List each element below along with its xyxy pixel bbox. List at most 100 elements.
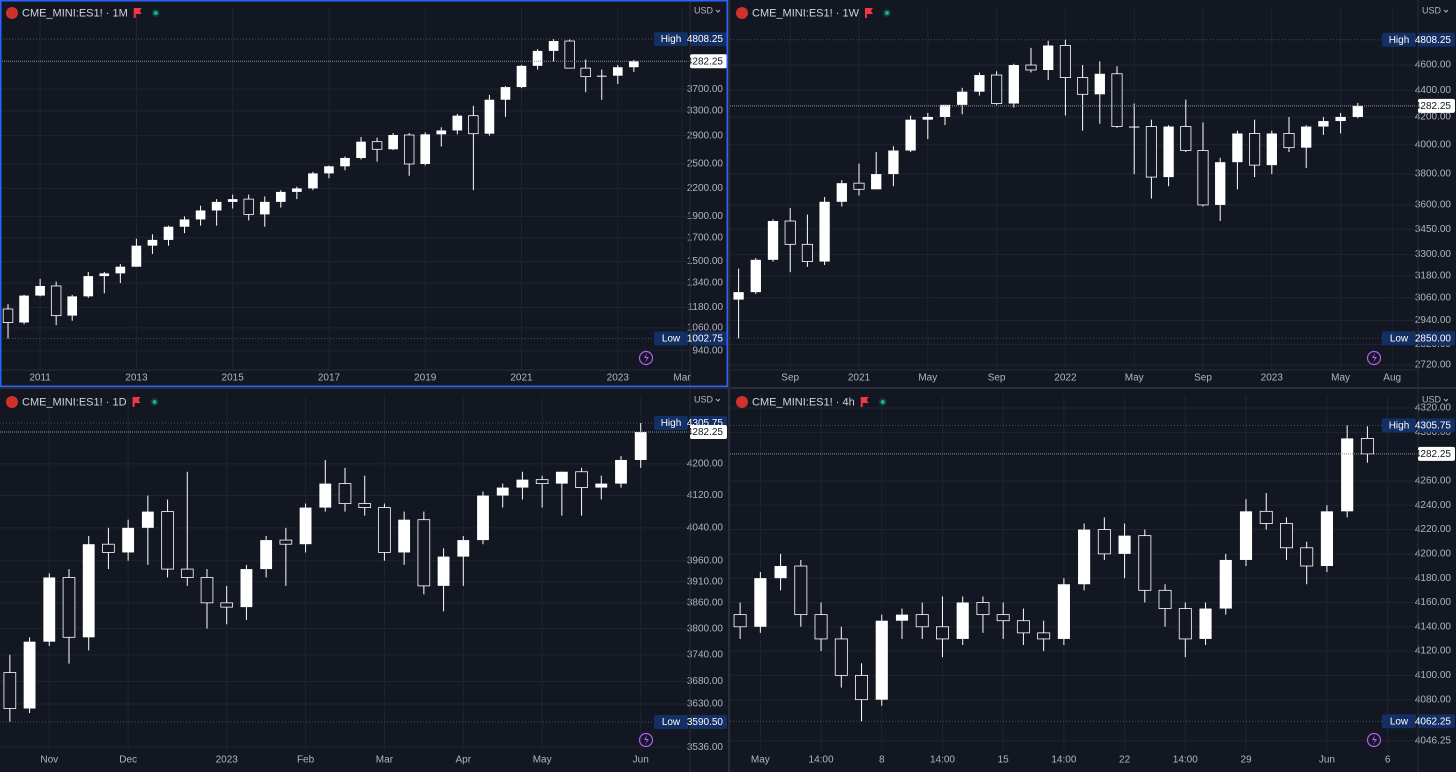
y-tick-label: 4300.00 [1415, 427, 1452, 438]
y-tick-label: 4120.00 [1415, 646, 1452, 657]
candle-body [1266, 133, 1277, 166]
high-value-box [1418, 32, 1455, 47]
candle-body [468, 115, 479, 135]
chart-title: CME_MINI:ES1! · 1M [22, 7, 128, 19]
candle-body [1301, 126, 1312, 148]
candle-body [122, 527, 135, 553]
currency-caret [1443, 9, 1449, 13]
y-tick-label: 3800.00 [687, 623, 724, 634]
y-tick-label: 3800.00 [1415, 169, 1452, 180]
candle-body [161, 511, 174, 570]
last-value: 4282.25 [687, 56, 724, 67]
candle-body [319, 483, 332, 508]
candle-body [905, 119, 916, 151]
y-tick-label: 3180.00 [1415, 270, 1452, 281]
x-tick-label: Jun [633, 755, 649, 766]
last-value-box [690, 424, 727, 439]
candle-body [834, 638, 848, 676]
currency-label: USD [694, 394, 714, 404]
candle-body [1057, 584, 1070, 639]
low-value: 3590.50 [687, 717, 724, 728]
symbol-icon [736, 396, 748, 408]
candle-body [516, 65, 527, 88]
candle-body [1118, 535, 1131, 554]
candle-body [398, 519, 411, 553]
x-tick-label: 14:00 [1173, 755, 1198, 766]
y-tick-label: 4140.00 [1415, 621, 1452, 632]
candle-body [976, 602, 990, 616]
candle-body [888, 150, 899, 175]
candle-body [595, 483, 608, 488]
candle-body [299, 507, 312, 545]
candle-body [195, 210, 206, 220]
y-tick-label: 4120.00 [687, 490, 724, 501]
x-tick-label: 14:00 [930, 755, 955, 766]
currency-label: USD [694, 5, 714, 15]
panel-background [730, 389, 1456, 772]
candle-body [1280, 523, 1293, 549]
candle-body [378, 507, 391, 553]
candle-body [115, 266, 126, 274]
candle-body [1178, 608, 1192, 640]
x-tick-label: 2015 [222, 373, 245, 384]
candle-body [634, 431, 647, 460]
candle-body [240, 569, 253, 608]
candle-body [819, 201, 830, 262]
low-value-box [1418, 331, 1455, 346]
candle-body [259, 201, 270, 215]
flag-icon [864, 8, 873, 18]
high-value: 4808.25 [1415, 35, 1452, 46]
y-tick-label: 4200.00 [687, 459, 724, 470]
candle-body [417, 519, 431, 587]
candle-body [50, 285, 62, 317]
candle-body [936, 626, 949, 640]
high-tag: High [661, 418, 682, 429]
y-tick-label: 4160.00 [1415, 597, 1452, 608]
y-tick-label: 1060.00 [687, 322, 724, 333]
flag-icon [860, 397, 869, 407]
x-tick-label: 2011 [29, 373, 51, 384]
flag-icon [132, 397, 141, 407]
y-tick-label: 3630.00 [687, 699, 724, 710]
y-tick-label: 3740.00 [687, 649, 724, 660]
x-tick-label: Jun [1319, 755, 1335, 766]
candle-body [1097, 529, 1111, 555]
candle-body [1341, 438, 1354, 512]
candle-body [784, 220, 796, 245]
candle-body [575, 471, 588, 488]
candle-body [147, 239, 158, 246]
candle-body [356, 141, 366, 158]
candle-body [338, 483, 352, 504]
candle-body [179, 219, 190, 227]
y-tick-label: 4046.25 [1415, 735, 1452, 746]
status-dot-core [152, 400, 157, 404]
candle-body [1129, 126, 1140, 128]
candle-body [35, 285, 45, 296]
candle-body [853, 182, 865, 190]
candle-body [420, 134, 431, 164]
candle-body [733, 292, 744, 300]
candle-body [532, 50, 543, 66]
candle-body [1077, 77, 1089, 95]
candle-body [875, 620, 888, 700]
low-value-box [690, 331, 727, 346]
candle-body [1138, 535, 1152, 591]
high-tag-box [654, 415, 688, 430]
chart-panel: 940.00 1060.00 1180.00 1340.00 1500.00 1700.0… [0, 0, 728, 387]
candle-body [1037, 632, 1051, 640]
last-value-box [1418, 98, 1455, 113]
x-tick-label: May [1125, 373, 1144, 384]
candle-body [1318, 121, 1329, 127]
candle-body [62, 577, 76, 638]
chart-panel: 4046.25 4080.00 4100.00 4120.00 4140.00 4160.… [730, 389, 1456, 772]
candle-body [276, 191, 286, 202]
low-value-box [690, 714, 727, 729]
x-tick-label: 2021 [510, 373, 533, 384]
candle-body [516, 479, 529, 488]
x-tick-label: Dec [119, 755, 137, 766]
candle-body [1043, 45, 1054, 71]
candle-body [1360, 438, 1374, 455]
candle-body [388, 134, 398, 150]
candle-body [2, 308, 14, 323]
y-tick-label: 4600.00 [1415, 60, 1452, 71]
